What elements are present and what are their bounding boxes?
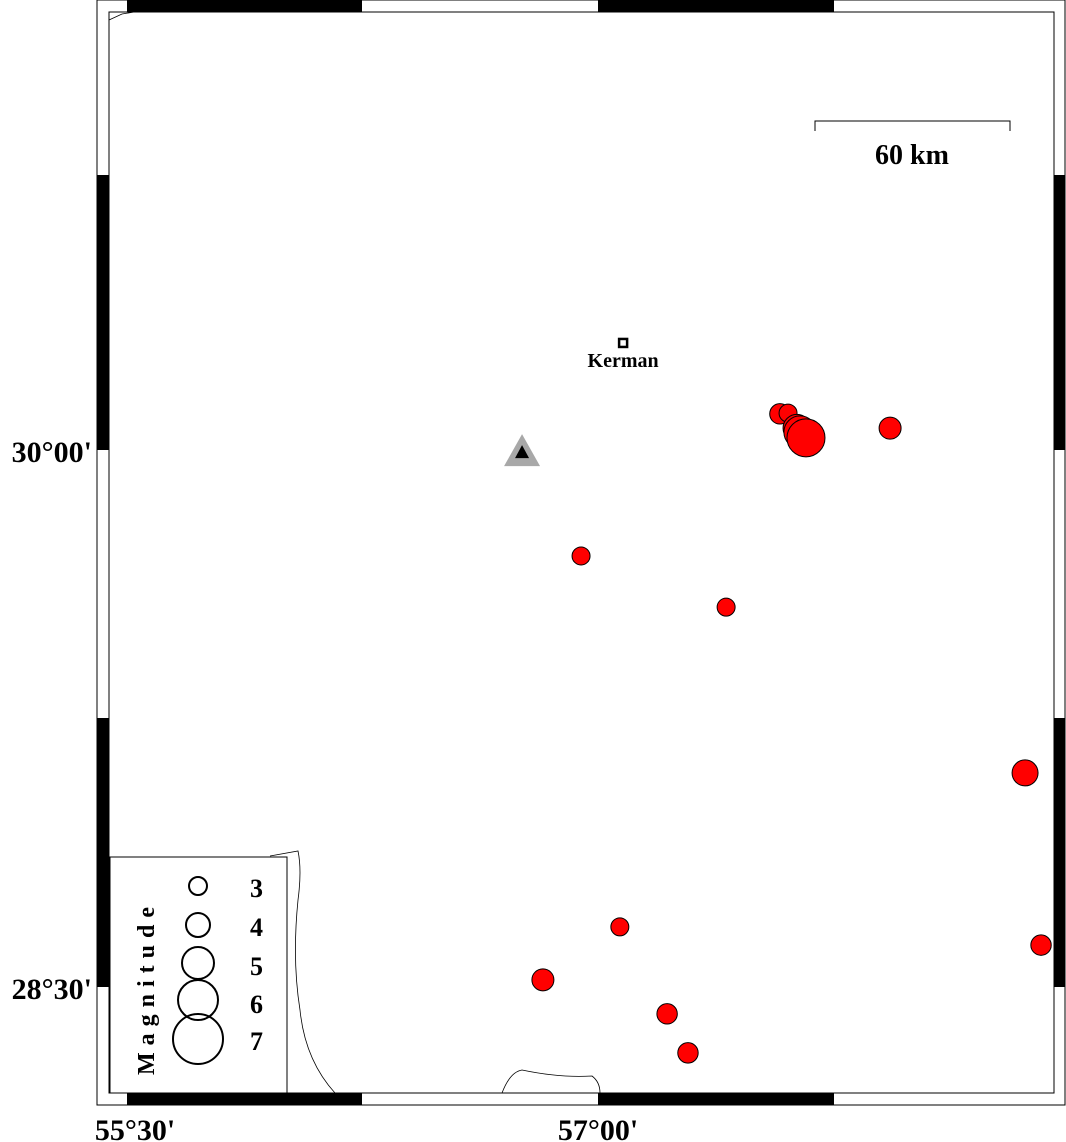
earthquake-event	[786, 418, 826, 458]
city-square-icon	[617, 337, 629, 349]
city-marker: Kerman	[588, 337, 659, 372]
earthquake-event	[531, 968, 555, 992]
legend-label: 4	[250, 913, 263, 942]
earthquake-event	[1011, 759, 1039, 787]
map-frame	[96, 0, 1066, 1106]
magnitude-legend: Magnitude 3 4 5 6 7	[109, 856, 288, 1094]
legend-label: 3	[250, 874, 263, 903]
scale-bar-label: 60 km	[875, 140, 949, 171]
earthquake-event	[716, 597, 736, 617]
frame-ticks	[97, 0, 1065, 1105]
legend-circle	[172, 1013, 224, 1065]
earthquake-event	[878, 416, 902, 440]
legend-label: 5	[250, 952, 263, 981]
legend-circle	[188, 876, 208, 896]
legend-label: 6	[250, 990, 263, 1019]
earthquake-event	[1030, 934, 1052, 956]
x-tick-label: 55°30'	[95, 1114, 175, 1142]
earthquake-event	[677, 1042, 699, 1064]
legend-circle	[185, 912, 211, 938]
coastline	[108, 11, 601, 1094]
earthquake-event	[610, 917, 630, 937]
legend-title: Magnitude	[134, 900, 160, 1075]
y-tick-label: 30°00'	[12, 436, 92, 469]
earthquake-event	[656, 1003, 678, 1025]
station-triangle-icon	[504, 434, 541, 467]
legend-label: 7	[250, 1027, 263, 1056]
scale-bar: 60 km	[814, 120, 1011, 171]
earthquake-events	[531, 403, 1052, 1064]
y-tick-label: 28°30'	[12, 973, 92, 1006]
station-triangle	[515, 445, 530, 459]
earthquake-event	[571, 546, 591, 566]
city-label: Kerman	[588, 350, 659, 372]
x-tick-label: 57°00'	[558, 1114, 638, 1142]
legend-circle	[177, 979, 219, 1021]
